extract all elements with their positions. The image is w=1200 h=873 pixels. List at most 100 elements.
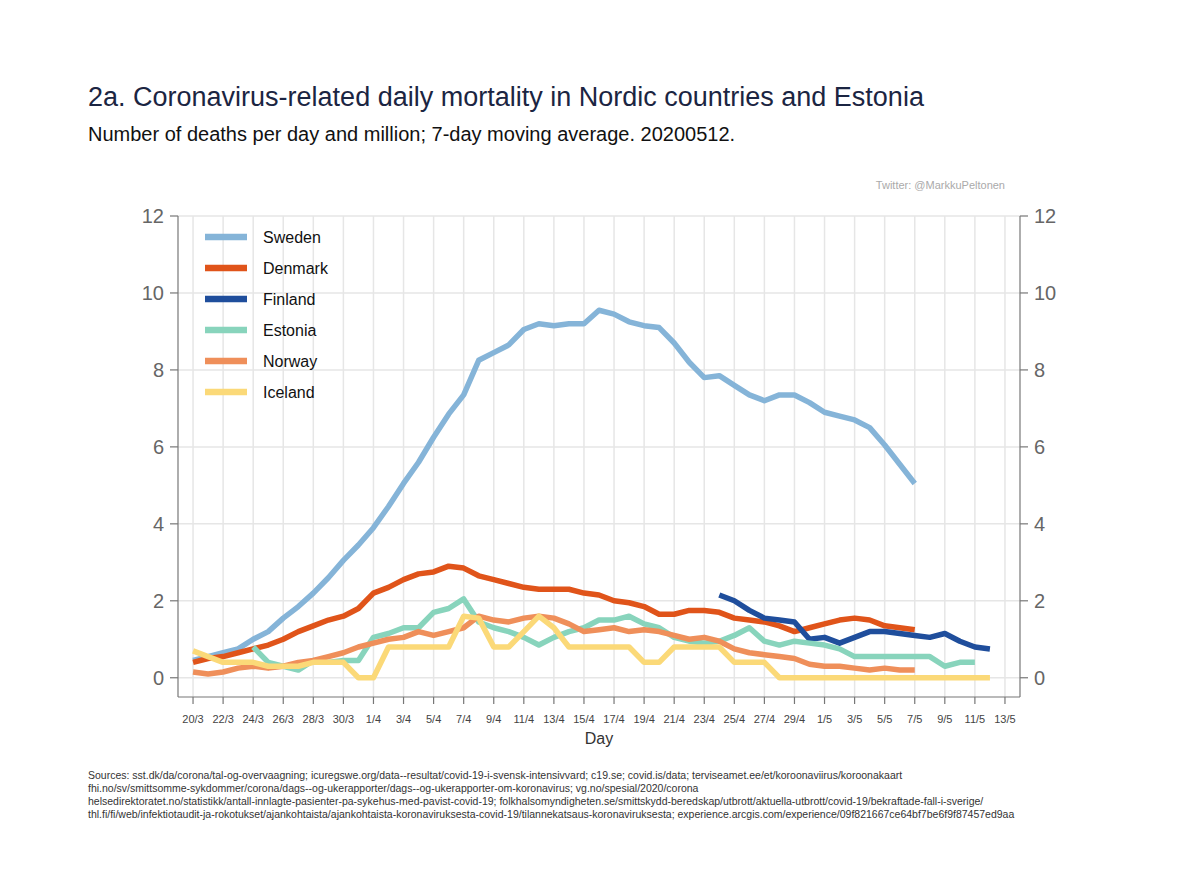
- x-tick-label: 15/4: [573, 713, 594, 725]
- x-tick-label: 7/4: [456, 713, 471, 725]
- x-tick-label: 17/4: [603, 713, 624, 725]
- y-tick: [170, 446, 178, 447]
- y-tick-label: 6: [153, 436, 164, 458]
- legend: Sweden Denmark Finland Estonia Norway Iceland: [205, 229, 329, 401]
- x-tick-label: 5/4: [426, 713, 441, 725]
- y-tick-right: [1020, 446, 1028, 447]
- y-tick-right: [1020, 215, 1028, 216]
- x-tick: [644, 697, 645, 704]
- y-tick-label-right: 12: [1034, 205, 1056, 227]
- y-tick-label: 12: [142, 205, 164, 227]
- legend-label: Sweden: [263, 229, 321, 246]
- x-tick: [974, 697, 975, 704]
- x-tick-label: 20/3: [182, 713, 203, 725]
- y-tick-label: 8: [153, 359, 164, 381]
- x-tick: [764, 697, 765, 704]
- legend-label: Norway: [263, 353, 317, 370]
- y-tick-right: [1020, 600, 1028, 601]
- y-tick-label-right: 0: [1034, 667, 1045, 689]
- source-note: thl.fi/fi/web/infektiotaudit-ja-rokotuks…: [88, 808, 1014, 820]
- x-tick: [944, 697, 945, 704]
- x-tick: [583, 697, 584, 704]
- chart: 2a. Coronavirus-related daily mortality …: [0, 0, 1200, 873]
- x-tick-label: 1/5: [817, 713, 832, 725]
- x-tick: [1004, 697, 1005, 704]
- x-tick-label: 23/4: [694, 713, 715, 725]
- y-tick-label-right: 2: [1034, 590, 1045, 612]
- x-grid-line: [403, 216, 405, 697]
- x-tick-label: 3/5: [847, 713, 862, 725]
- x-tick-label: 28/3: [303, 713, 324, 725]
- x-tick-label: 26/3: [273, 713, 294, 725]
- x-tick: [223, 697, 224, 704]
- x-grid-line: [192, 216, 194, 697]
- y-axis-line: [177, 216, 178, 697]
- legend-label: Denmark: [263, 260, 329, 277]
- x-grid-line: [734, 216, 736, 697]
- x-tick-label: 13/5: [994, 713, 1015, 725]
- y-tick: [170, 369, 178, 370]
- y-tick: [170, 292, 178, 293]
- x-axis-line: [178, 696, 1020, 697]
- x-tick: [613, 697, 614, 704]
- x-tick-label: 24/3: [242, 713, 263, 725]
- y-tick: [170, 600, 178, 601]
- grid: [178, 216, 1020, 697]
- x-tick-label: 11/4: [514, 713, 535, 725]
- legend-swatch: [205, 296, 247, 303]
- y-tick: [170, 677, 178, 678]
- x-tick-label: 3/4: [396, 713, 411, 725]
- y-tick-right: [1020, 369, 1028, 370]
- x-tick: [253, 697, 254, 704]
- y-axis-right-line: [1019, 216, 1020, 697]
- x-tick-label: 5/5: [877, 713, 892, 725]
- x-grid-line: [944, 216, 946, 697]
- x-tick: [854, 697, 855, 704]
- y-grid-line: [178, 523, 1020, 525]
- x-tick-label: 21/4: [663, 713, 684, 725]
- y-tick-label: 0: [153, 667, 164, 689]
- x-tick: [523, 697, 524, 704]
- x-tick-label: 27/4: [754, 713, 775, 725]
- x-tick: [343, 697, 344, 704]
- lines: [193, 310, 990, 677]
- x-tick: [734, 697, 735, 704]
- x-tick: [433, 697, 434, 704]
- x-tick: [704, 697, 705, 704]
- x-tick: [674, 697, 675, 704]
- legend-swatch: [205, 389, 247, 396]
- x-grid-line: [222, 216, 224, 697]
- y-tick-label: 10: [142, 282, 164, 304]
- legend-swatch: [205, 327, 247, 334]
- source-note: Sources: sst.dk/da/corona/tal-og-overvaa…: [88, 769, 902, 781]
- legend-swatch: [205, 234, 247, 241]
- series-line: [253, 599, 975, 670]
- x-grid-line: [914, 216, 916, 697]
- x-grid-line: [1004, 216, 1006, 697]
- x-grid-line: [974, 216, 976, 697]
- x-tick: [192, 697, 193, 704]
- x-tick-label: 11/5: [965, 713, 986, 725]
- y-grid-line: [178, 446, 1020, 448]
- y-grid-line: [178, 215, 1020, 217]
- y-tick-label-right: 6: [1034, 436, 1045, 458]
- y-tick-right: [1020, 677, 1028, 678]
- x-tick-label: 9/5: [937, 713, 952, 725]
- series-line: [193, 566, 915, 662]
- x-grid-line: [373, 216, 375, 697]
- y-tick-label: 2: [153, 590, 164, 612]
- x-tick-label: 30/3: [333, 713, 354, 725]
- x-tick: [313, 697, 314, 704]
- x-grid-line: [252, 216, 254, 697]
- legend-label: Finland: [263, 291, 315, 308]
- y-tick-label-right: 4: [1034, 513, 1045, 535]
- x-tick-label: 29/4: [784, 713, 805, 725]
- subtitle: Number of deaths per day and million; 7-…: [88, 123, 735, 145]
- credit: Twitter: @MarkkuPeltonen: [876, 179, 1005, 191]
- x-grid-line: [613, 216, 615, 697]
- x-grid-line: [854, 216, 856, 697]
- x-grid-line: [673, 216, 675, 697]
- series-line: [193, 616, 990, 678]
- legend-label: Iceland: [263, 384, 315, 401]
- legend-label: Estonia: [263, 322, 316, 339]
